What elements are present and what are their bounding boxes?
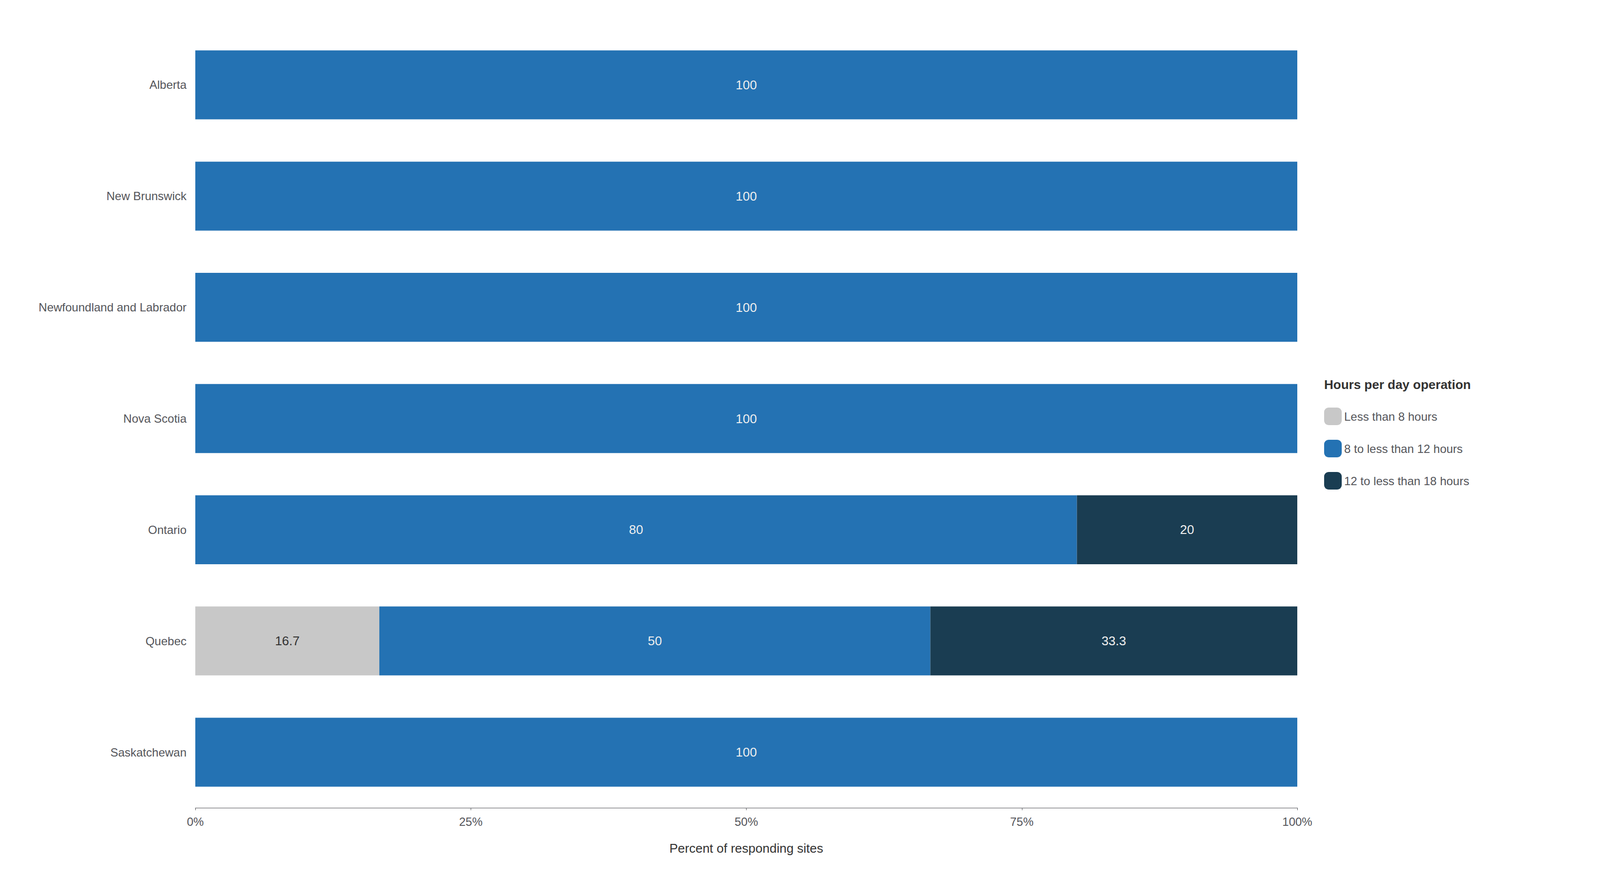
svg-text:50: 50 <box>647 633 663 649</box>
svg-text:Less than 8 hours: Less than 8 hours <box>1344 410 1438 424</box>
svg-text:16.7: 16.7 <box>274 633 300 649</box>
svg-text:100: 100 <box>735 411 757 427</box>
svg-text:Alberta: Alberta <box>149 78 188 92</box>
svg-text:33.3: 33.3 <box>1101 633 1127 649</box>
svg-text:Newfoundland and Labrador: Newfoundland and Labrador <box>38 300 187 314</box>
svg-text:Saskatchewan: Saskatchewan <box>110 746 187 760</box>
svg-text:100: 100 <box>735 188 757 204</box>
svg-text:100: 100 <box>735 300 757 315</box>
svg-text:New Brunswick: New Brunswick <box>106 189 188 203</box>
svg-text:0%: 0% <box>187 815 205 829</box>
svg-text:25%: 25% <box>458 815 483 829</box>
svg-text:Percent of responding sites: Percent of responding sites <box>669 841 824 856</box>
svg-text:8 to less than 12 hours: 8 to less than 12 hours <box>1344 442 1463 456</box>
svg-text:80: 80 <box>628 522 644 538</box>
svg-text:Nova Scotia: Nova Scotia <box>123 412 188 426</box>
svg-text:Hours per day operation: Hours per day operation <box>1324 377 1472 393</box>
svg-text:Quebec: Quebec <box>145 634 187 648</box>
svg-text:100: 100 <box>735 745 757 760</box>
svg-text:20: 20 <box>1180 522 1195 538</box>
svg-text:Ontario: Ontario <box>147 523 187 537</box>
svg-text:12 to less than 18 hours: 12 to less than 18 hours <box>1344 474 1470 488</box>
svg-text:100%: 100% <box>1282 815 1312 829</box>
svg-text:50%: 50% <box>734 815 758 829</box>
svg-text:100: 100 <box>735 77 757 93</box>
svg-text:75%: 75% <box>1010 815 1034 829</box>
